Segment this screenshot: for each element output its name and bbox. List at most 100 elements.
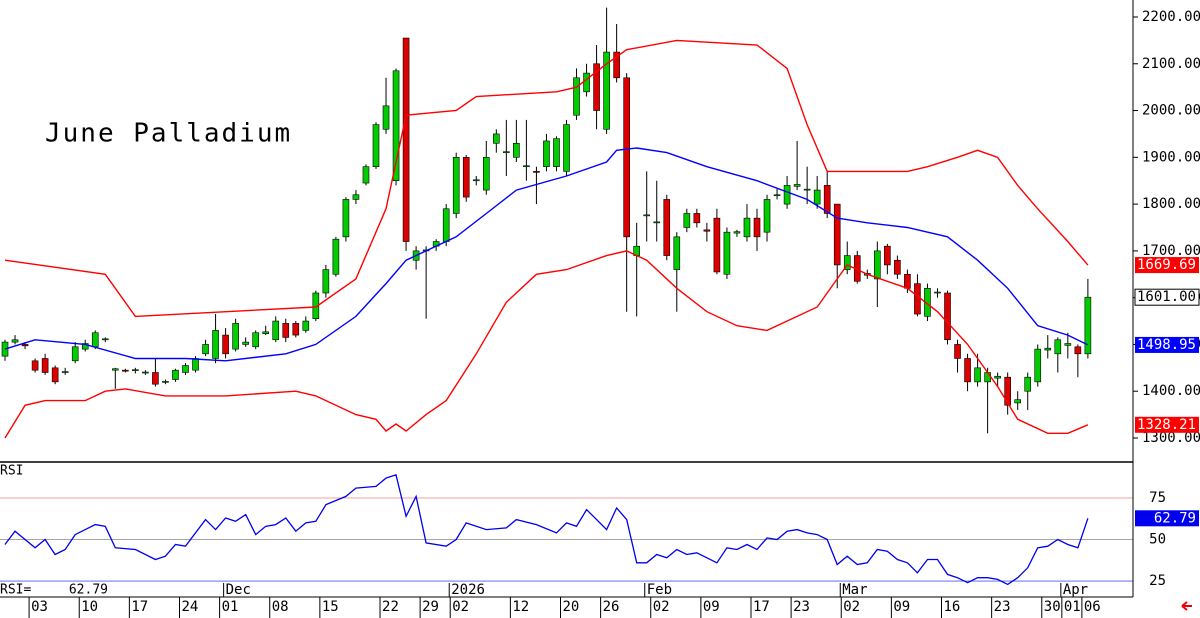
candle-body [101, 338, 109, 341]
y-tick-label: 2100.00 [1142, 56, 1200, 72]
value-box-label: 62.79 [1154, 510, 1196, 526]
candle-body [683, 213, 691, 228]
candle-body [402, 37, 410, 242]
candle-body [252, 332, 259, 348]
x-tick-label: 15 [322, 599, 339, 615]
month-label: Mar [842, 582, 867, 598]
candle-body [533, 171, 540, 173]
candle-body [563, 124, 570, 172]
candle-body [202, 344, 209, 355]
value-box [1135, 510, 1199, 527]
x-tick-label: 26 [603, 599, 620, 615]
candle-body [493, 133, 500, 144]
candle-body [753, 217, 761, 238]
x-tick-label: 02 [843, 599, 860, 615]
x-tick-label: 22 [382, 599, 399, 615]
candle-body [904, 273, 911, 289]
x-tick-label: 29 [422, 599, 439, 615]
y-tick-label: 1300.00 [1142, 430, 1200, 446]
candle-body [452, 157, 460, 214]
x-tick-label: 03 [31, 599, 48, 615]
candle-body [1004, 376, 1011, 406]
value-box [1135, 416, 1199, 433]
x-tick-label: 23 [994, 599, 1011, 615]
x-tick-label: 24 [181, 599, 198, 615]
x-tick-label: 23 [793, 599, 810, 615]
candle-body [653, 221, 661, 224]
candle-body [703, 229, 711, 232]
candle-body [392, 70, 400, 182]
x-tick-label: 12 [512, 599, 529, 615]
x-tick-label: 17 [131, 599, 148, 615]
candle-body [152, 372, 159, 385]
x-tick-label: 01 [222, 599, 239, 615]
candle-body [793, 184, 801, 187]
candle-body [693, 213, 701, 224]
candle-body [132, 369, 139, 372]
candle-body [382, 105, 390, 130]
candle-body [723, 231, 731, 275]
candle-body [362, 166, 370, 184]
candle-body [763, 199, 771, 233]
x-tick-label: 09 [703, 599, 720, 615]
candle-body [332, 238, 340, 275]
rsi-readout-value: 62.79 [69, 583, 108, 598]
x-tick-label: 02 [653, 599, 670, 615]
candle-body [71, 346, 79, 362]
y-tick-label: 2200.00 [1142, 9, 1200, 25]
x-tick-label: 10 [81, 599, 98, 615]
candle-body [142, 371, 149, 374]
rsi-readout-label: RSI= [0, 583, 31, 598]
y-tick-label: 1900.00 [1142, 149, 1200, 165]
candle-body [843, 255, 851, 270]
month-label: Apr [1063, 582, 1088, 598]
candle-body [823, 185, 831, 214]
candle-body [81, 343, 89, 350]
x-tick-label: 17 [753, 599, 770, 615]
candle-body [172, 369, 179, 380]
candle-body [523, 165, 530, 168]
y-tick-label: 1800.00 [1142, 196, 1200, 212]
x-tick-label: 01 [1064, 599, 1081, 615]
candle-body [984, 372, 991, 383]
candle-body [874, 250, 881, 280]
candle-body [833, 203, 841, 266]
candle-body [1014, 399, 1021, 404]
candle-body [1024, 376, 1032, 392]
x-tick-label: 09 [893, 599, 910, 615]
candle-body [934, 291, 941, 294]
candle-body [162, 381, 169, 383]
y-tick-label: 1700.00 [1142, 243, 1200, 259]
candle-body [783, 185, 791, 205]
candle-body [282, 323, 290, 338]
candle-body [302, 320, 310, 331]
candle-body [1034, 348, 1042, 383]
candle-body [673, 236, 681, 270]
candle-body [442, 208, 450, 242]
x-tick-label: 16 [944, 599, 961, 615]
candle-body [21, 344, 29, 347]
candle-body [41, 358, 49, 373]
plot-layer: 1300.001400.001500.001600.001700.001800.… [0, 7, 1200, 618]
candle-body [543, 140, 550, 167]
y-tick-label: 25 [1149, 573, 1166, 589]
rsi-line [4, 473, 1089, 586]
candle-body [372, 124, 380, 167]
value-box-label: 1328.21 [1137, 417, 1196, 433]
candle-body [974, 367, 981, 383]
candle-body [11, 339, 19, 343]
x-tick-label: 06 [1084, 599, 1101, 615]
candle-body [573, 77, 580, 116]
candle-body [322, 269, 330, 294]
x-tick-label: 20 [563, 599, 580, 615]
candle-body [513, 142, 520, 158]
candle-body [292, 323, 300, 336]
y-tick-label: 50 [1149, 532, 1166, 548]
y-tick-label: 1400.00 [1142, 383, 1200, 399]
candle-body [262, 331, 270, 334]
scroll-arrow[interactable] [1181, 601, 1192, 611]
candle-body [553, 138, 560, 167]
value-box [1135, 336, 1199, 353]
